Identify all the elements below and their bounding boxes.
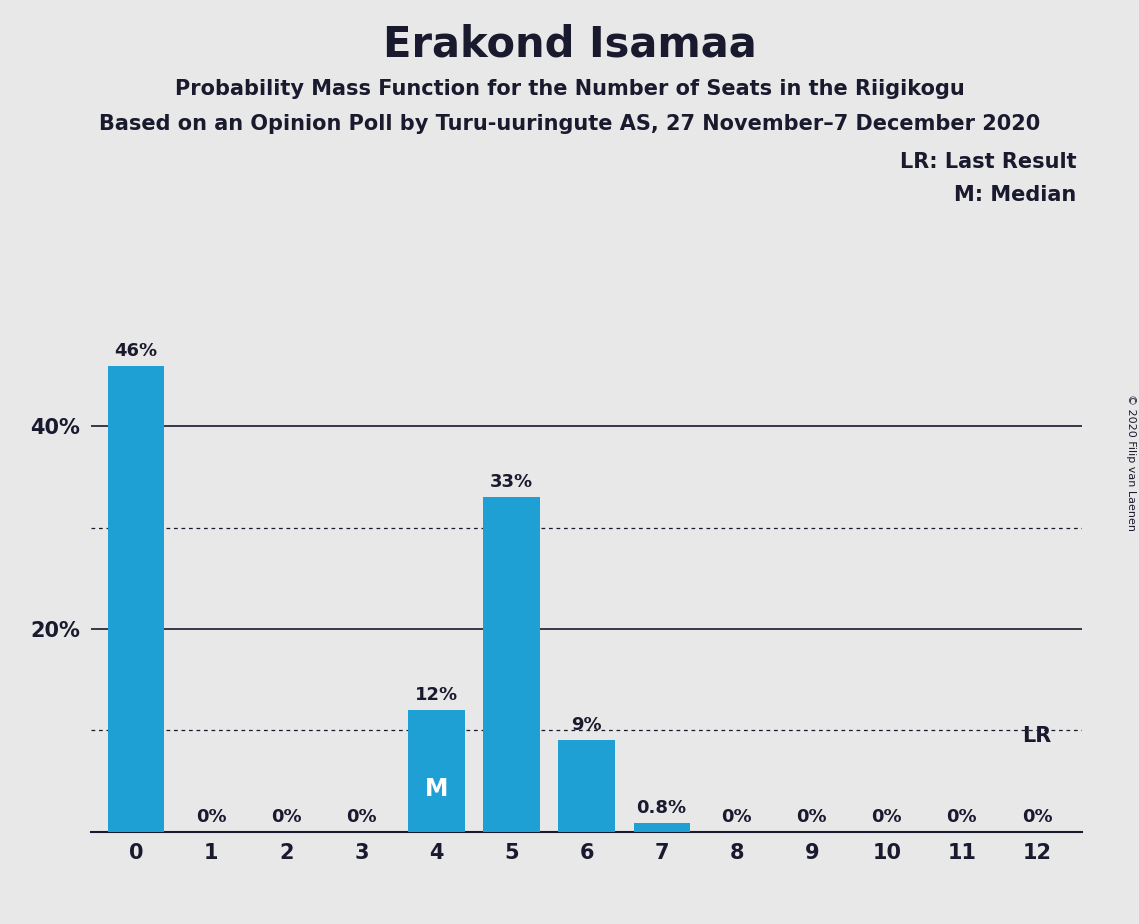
Text: 0%: 0% — [271, 808, 302, 825]
Text: 0%: 0% — [796, 808, 827, 825]
Text: M: Median: M: Median — [954, 185, 1076, 205]
Bar — [108, 366, 164, 832]
Text: 0%: 0% — [196, 808, 227, 825]
Text: 0.8%: 0.8% — [637, 799, 687, 818]
Text: © 2020 Filip van Laenen: © 2020 Filip van Laenen — [1126, 394, 1136, 530]
Text: M: M — [425, 777, 448, 801]
Text: 0%: 0% — [721, 808, 752, 825]
Bar — [408, 710, 465, 832]
Bar — [558, 740, 615, 832]
Text: 0%: 0% — [1022, 808, 1052, 825]
Text: 0%: 0% — [871, 808, 902, 825]
Bar — [633, 823, 690, 832]
Text: 0%: 0% — [947, 808, 977, 825]
Text: Erakond Isamaa: Erakond Isamaa — [383, 23, 756, 65]
Text: 9%: 9% — [572, 716, 601, 735]
Text: 46%: 46% — [115, 342, 157, 359]
Text: 33%: 33% — [490, 473, 533, 492]
Text: Probability Mass Function for the Number of Seats in the Riigikogu: Probability Mass Function for the Number… — [174, 79, 965, 99]
Bar — [483, 497, 540, 832]
Text: LR: Last Result: LR: Last Result — [900, 152, 1076, 173]
Text: 12%: 12% — [415, 686, 458, 704]
Text: LR: LR — [1023, 725, 1051, 746]
Text: Based on an Opinion Poll by Turu-uuringute AS, 27 November–7 December 2020: Based on an Opinion Poll by Turu-uuringu… — [99, 114, 1040, 134]
Text: 0%: 0% — [346, 808, 377, 825]
